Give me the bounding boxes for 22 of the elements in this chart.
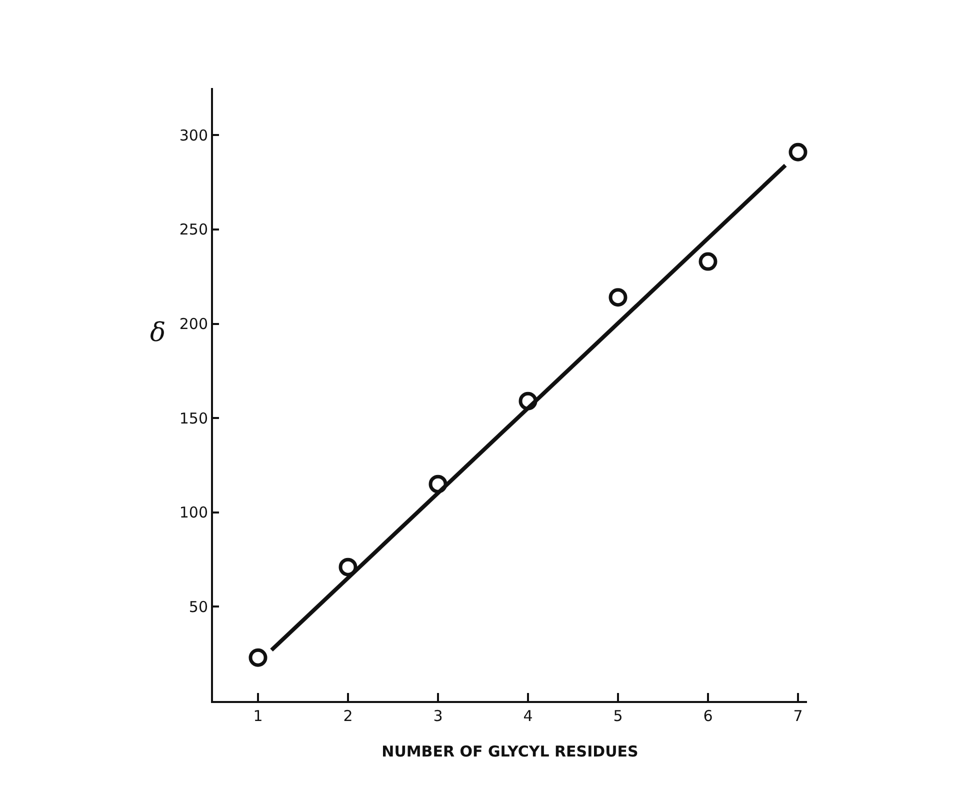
y-tick-label: 300 — [179, 126, 208, 144]
y-tick-label: 250 — [179, 220, 208, 239]
x-tick-label: 6 — [703, 707, 713, 725]
x-tick-label: 2 — [343, 707, 353, 725]
x-tick-label: 1 — [253, 707, 263, 725]
point — [338, 558, 358, 576]
y-axis-title: δ — [150, 318, 166, 348]
x-tick-label: 3 — [433, 707, 443, 725]
x-tick-label: 7 — [793, 707, 803, 725]
y-tick-label: 100 — [179, 504, 208, 522]
x-axis-title: NUMBER OF GLYCYL RESIDUES — [382, 742, 638, 760]
point — [698, 252, 718, 271]
x-tick-label: 5 — [613, 707, 623, 725]
point — [788, 142, 808, 162]
point — [608, 288, 628, 307]
y-tick-label: 50 — [188, 598, 208, 616]
point — [518, 392, 538, 410]
point — [248, 648, 268, 667]
y-tick-label: 200 — [179, 315, 208, 334]
x-tick-label: 4 — [523, 707, 533, 725]
point — [428, 474, 448, 494]
y-tick-label: 150 — [179, 409, 208, 428]
